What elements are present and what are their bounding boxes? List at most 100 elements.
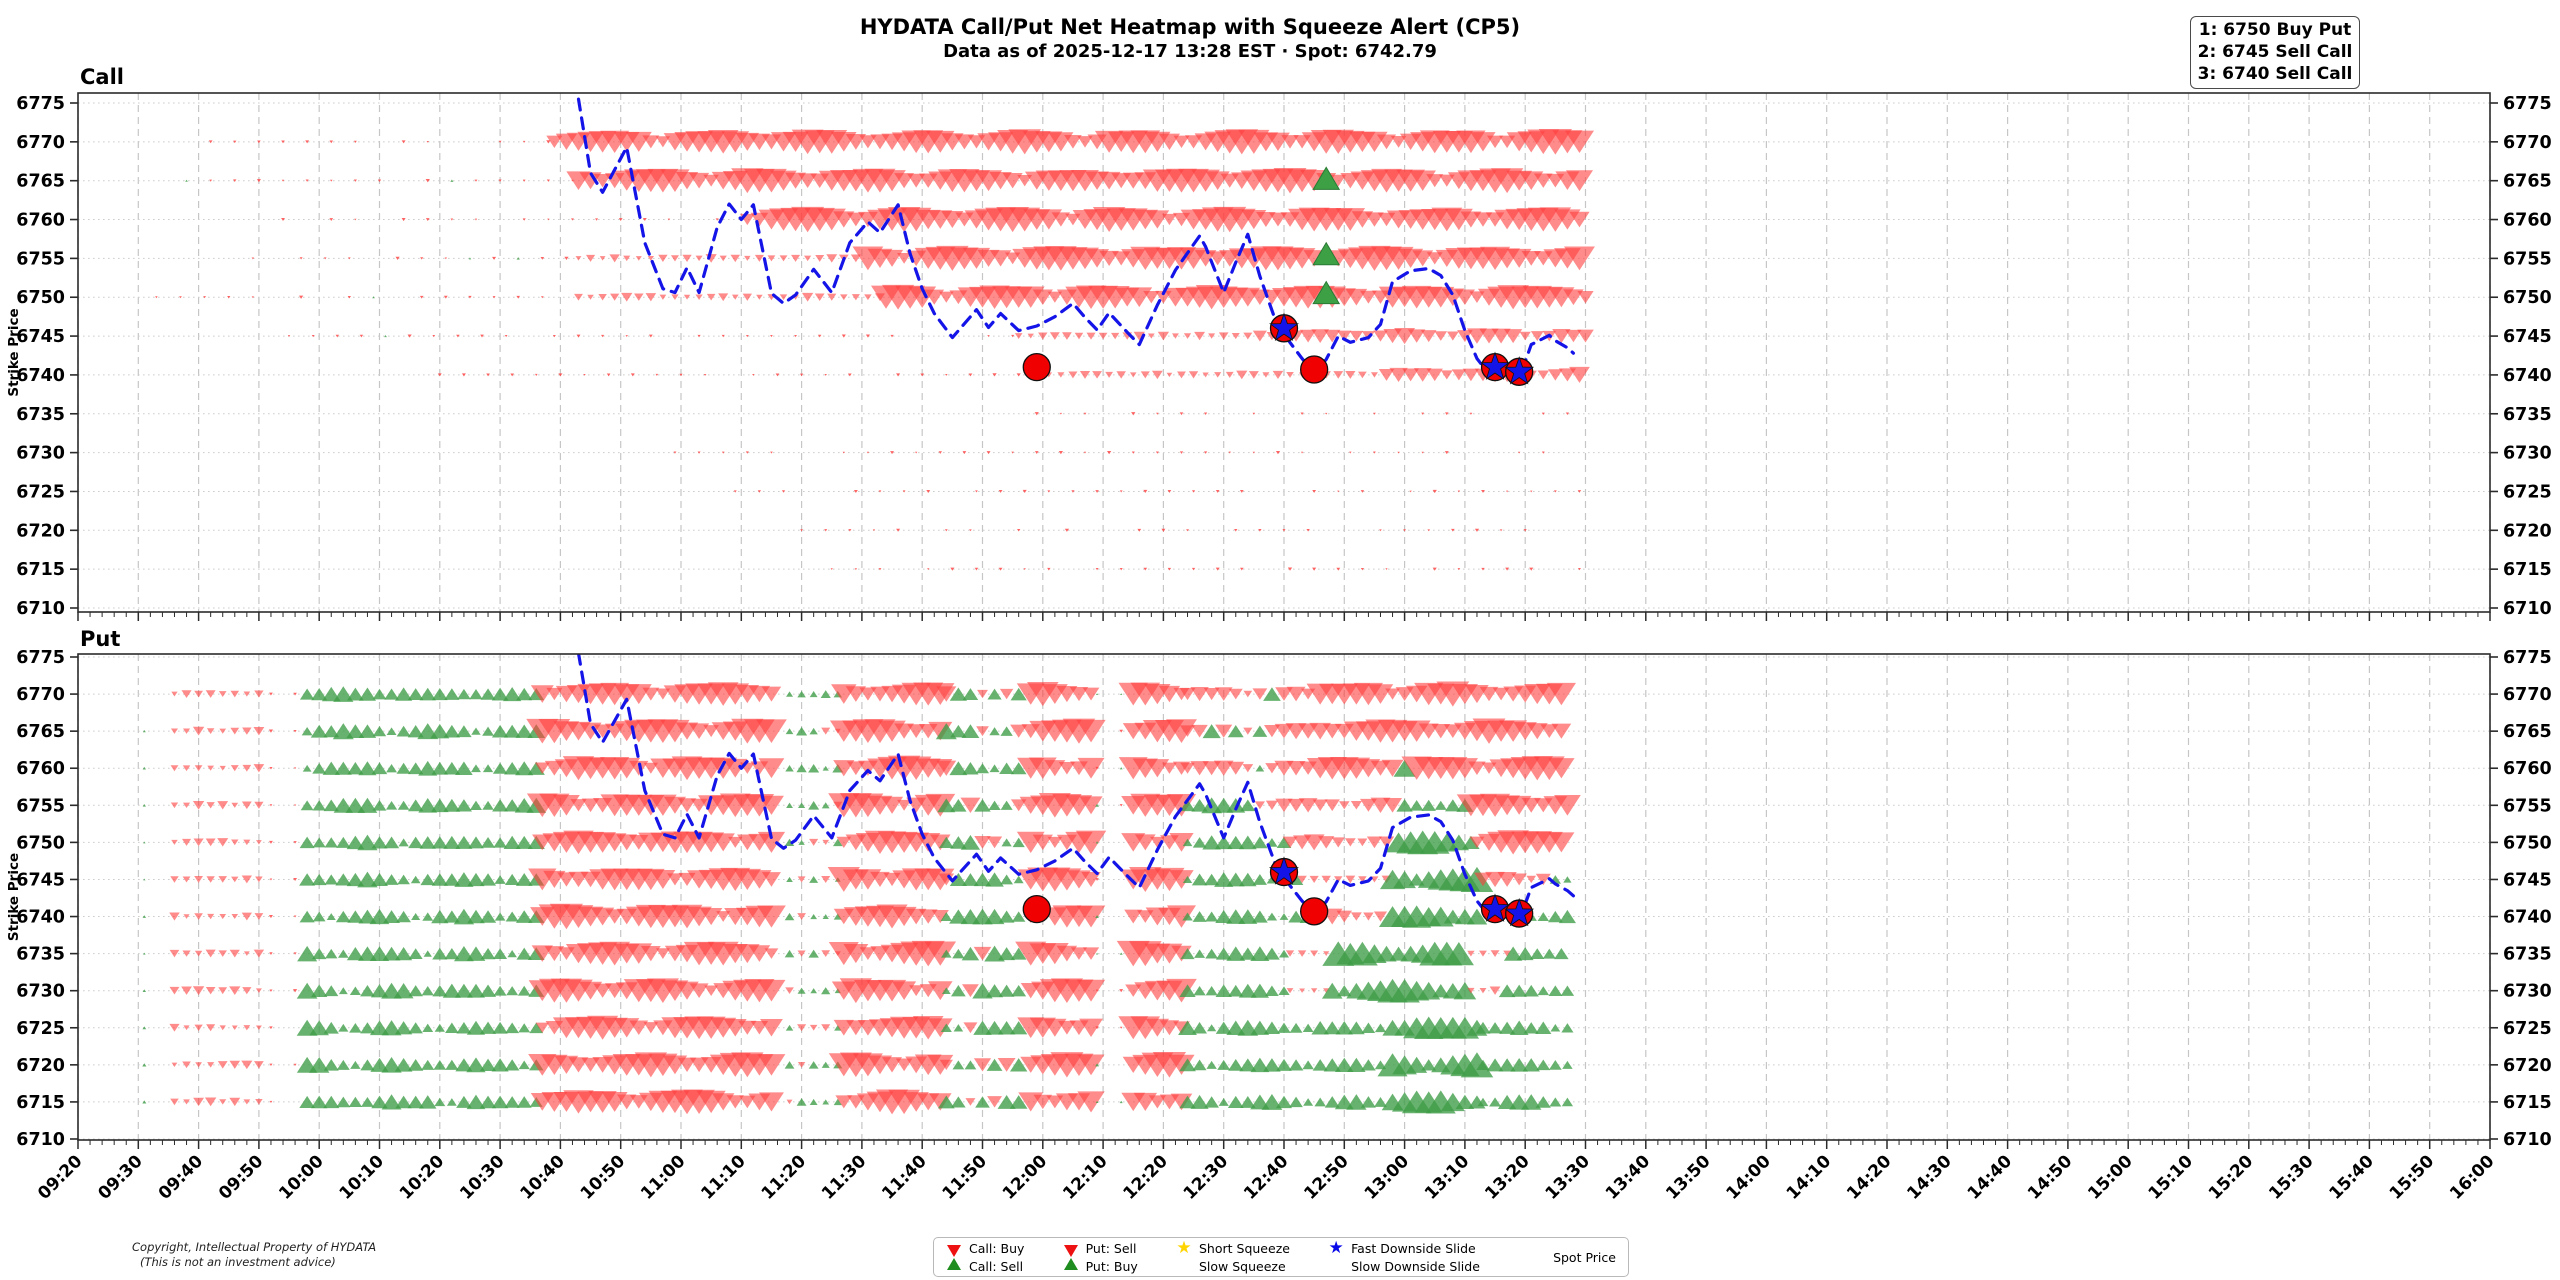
spot-price-line xyxy=(576,654,1576,923)
svg-text:14:10: 14:10 xyxy=(1783,1151,1836,1204)
legend-item: Slow Squeeze xyxy=(1176,1258,1290,1274)
fast-downside-slide-marker xyxy=(1269,856,1299,885)
svg-text:09:50: 09:50 xyxy=(215,1151,268,1204)
svg-text:6720: 6720 xyxy=(16,521,65,541)
svg-text:09:40: 09:40 xyxy=(155,1151,208,1204)
svg-text:10:30: 10:30 xyxy=(456,1151,509,1204)
svg-text:6730: 6730 xyxy=(16,982,65,1002)
y-axis-label: Strike Price xyxy=(6,308,22,396)
put-panel: 6710 6710 6715 6715 6720 6720 6725 6725 6730 6730… xyxy=(6,627,2552,1150)
svg-text:6735: 6735 xyxy=(16,405,65,425)
svg-text:6710: 6710 xyxy=(2503,599,2552,619)
svg-text:15:50: 15:50 xyxy=(2386,1151,2439,1204)
svg-text:6750: 6750 xyxy=(16,288,65,308)
svg-text:6765: 6765 xyxy=(16,172,65,192)
chart-header: HYDATA Call/Put Net Heatmap with Squeeze… xyxy=(0,14,2380,64)
svg-text:6725: 6725 xyxy=(16,1019,65,1039)
call-buy-alert-marker xyxy=(1312,166,1341,190)
svg-text:6775: 6775 xyxy=(16,94,65,114)
svg-text:14:50: 14:50 xyxy=(2024,1151,2077,1204)
svg-text:12:50: 12:50 xyxy=(1300,1151,1353,1204)
legend-item: ★ Short Squeeze xyxy=(1176,1237,1290,1258)
svg-text:6755: 6755 xyxy=(2503,249,2552,269)
svg-text:6720: 6720 xyxy=(2503,521,2552,541)
svg-text:11:50: 11:50 xyxy=(939,1151,992,1204)
svg-text:6720: 6720 xyxy=(16,1056,65,1076)
svg-text:12:30: 12:30 xyxy=(1180,1151,1233,1204)
svg-text:6775: 6775 xyxy=(16,648,65,668)
svg-text:6710: 6710 xyxy=(16,1130,65,1150)
legend-label: Fast Downside Slide xyxy=(1351,1240,1476,1256)
legend-column: Call: Buy Call: Sell xyxy=(946,1238,1024,1276)
svg-text:11:10: 11:10 xyxy=(697,1151,750,1204)
svg-text:13:40: 13:40 xyxy=(1602,1151,1655,1204)
legend-label: Slow Squeeze xyxy=(1199,1258,1286,1274)
slow-downside-slide-marker xyxy=(1022,353,1051,382)
strategy-line: 1: 6750 Buy Put xyxy=(2198,20,2352,40)
svg-text:13:10: 13:10 xyxy=(1421,1151,1474,1204)
svg-text:10:20: 10:20 xyxy=(396,1151,449,1204)
legend-column: ★ Fast Downside Slide Slow Downside Slide xyxy=(1328,1239,1480,1274)
svg-text:6745: 6745 xyxy=(16,870,65,890)
x-axis-labels: 09:20 09:30 09:40 09:50 10:00 10:10 10:20 10:30… xyxy=(34,1151,2499,1204)
legend-label: Spot Price xyxy=(1553,1249,1616,1265)
svg-text:11:40: 11:40 xyxy=(878,1151,931,1204)
svg-text:6710: 6710 xyxy=(2503,1130,2552,1150)
svg-text:6760: 6760 xyxy=(2503,759,2552,779)
svg-text:12:00: 12:00 xyxy=(999,1151,1052,1204)
svg-text:6710: 6710 xyxy=(16,599,65,619)
call-buy-alert-marker xyxy=(1312,241,1341,266)
svg-text:6765: 6765 xyxy=(2503,722,2552,742)
svg-text:6725: 6725 xyxy=(2503,482,2552,502)
svg-text:6755: 6755 xyxy=(2503,796,2552,816)
svg-text:10:00: 10:00 xyxy=(275,1151,328,1204)
svg-text:6750: 6750 xyxy=(2503,833,2552,853)
svg-text:14:00: 14:00 xyxy=(1723,1151,1776,1204)
strategy-line: 2: 6745 Sell Call xyxy=(2197,41,2353,62)
legend-item: Put: Sell xyxy=(1063,1238,1138,1270)
svg-text:6730: 6730 xyxy=(2503,982,2552,1002)
svg-text:6750: 6750 xyxy=(16,833,65,853)
svg-text:6740: 6740 xyxy=(16,908,65,928)
svg-text:15:00: 15:00 xyxy=(2084,1151,2137,1204)
svg-text:6775: 6775 xyxy=(2503,94,2552,114)
svg-text:6760: 6760 xyxy=(16,759,65,779)
legend-label: Short Squeeze xyxy=(1199,1240,1290,1256)
slow-downside-slide-marker xyxy=(1300,355,1329,384)
svg-text:6755: 6755 xyxy=(16,796,65,816)
svg-text:10:40: 10:40 xyxy=(517,1151,570,1204)
svg-text:6770: 6770 xyxy=(2503,133,2552,153)
legend-item: Spot Price xyxy=(1518,1249,1616,1265)
fast-downside-slide-marker xyxy=(1269,312,1299,341)
svg-text:6770: 6770 xyxy=(16,133,65,153)
svg-text:6770: 6770 xyxy=(2503,685,2552,705)
slow-downside-slide-marker xyxy=(1300,897,1329,926)
svg-text:6765: 6765 xyxy=(16,722,65,742)
chart-subtitle: Data as of 2025-12-17 13:28 EST · Spot: … xyxy=(943,41,1437,63)
triangle-down-icon xyxy=(946,1244,962,1276)
svg-text:09:30: 09:30 xyxy=(94,1151,147,1204)
svg-text:11:30: 11:30 xyxy=(818,1151,871,1204)
legend-label: Slow Downside Slide xyxy=(1351,1258,1480,1274)
legend-column: Spot Price xyxy=(1518,1249,1616,1265)
svg-text:6730: 6730 xyxy=(16,444,65,464)
fast-downside-slide-marker xyxy=(1504,897,1535,927)
svg-text:14:30: 14:30 xyxy=(1903,1151,1956,1204)
svg-text:14:40: 14:40 xyxy=(1964,1151,2017,1204)
svg-text:6735: 6735 xyxy=(2503,945,2552,965)
star-icon: ★ xyxy=(1176,1237,1192,1258)
legend-item: Put: Buy xyxy=(1063,1244,1138,1276)
legend-label: Call: Sell xyxy=(969,1258,1024,1274)
legend-item: ★ Fast Downside Slide xyxy=(1328,1239,1480,1256)
svg-text:6745: 6745 xyxy=(16,327,65,347)
svg-text:11:20: 11:20 xyxy=(758,1151,811,1204)
svg-text:6770: 6770 xyxy=(16,685,65,705)
fast-downside-slide-marker xyxy=(1480,893,1510,922)
fast-downside-slide-marker xyxy=(1480,351,1510,380)
strategy-box: 1: 6750 Buy Put 2: 6745 Sell Call 3: 6740 … xyxy=(2190,16,2360,90)
triangle-down-icon xyxy=(1063,1244,1079,1276)
panel-title: Put xyxy=(80,627,120,651)
svg-text:15:30: 15:30 xyxy=(2265,1151,2318,1204)
svg-text:12:40: 12:40 xyxy=(1240,1151,1293,1204)
svg-text:13:50: 13:50 xyxy=(1662,1151,1715,1204)
